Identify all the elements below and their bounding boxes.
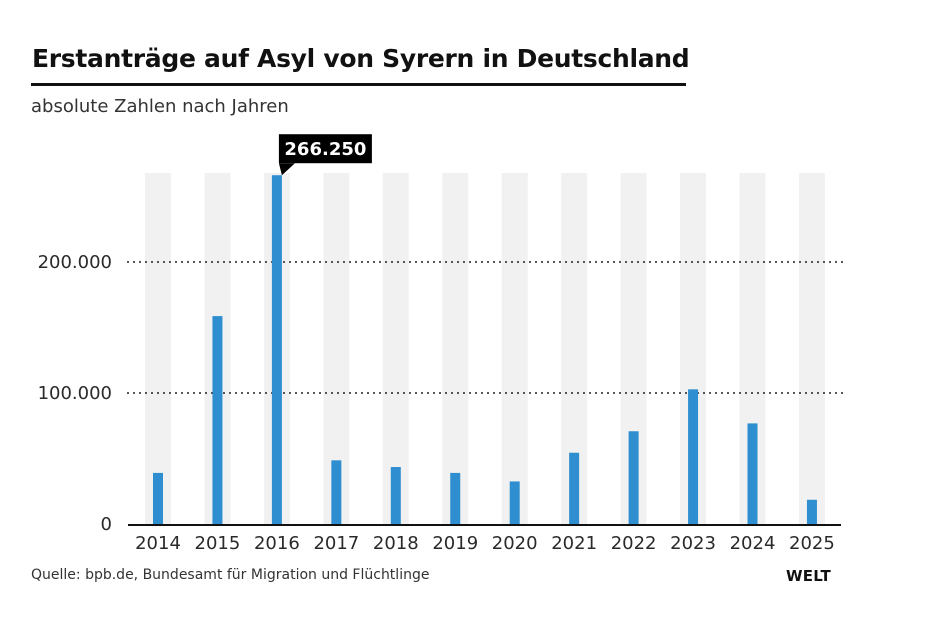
bar-2018 [390, 467, 401, 524]
bar-2019 [450, 472, 461, 524]
x-tick-label: 2020 [492, 533, 538, 554]
bar-2020 [509, 481, 520, 524]
x-tick-label: 2019 [432, 533, 478, 554]
y-axis-ticks: 0 100.000 200.000 [38, 252, 112, 535]
x-tick-label: 2015 [195, 533, 241, 554]
x-tick-label: 2024 [730, 533, 776, 554]
y-tick-label: 0 [101, 514, 112, 535]
annotation-pointer [278, 163, 295, 176]
chart-title: Erstanträge auf Asyl von Syrern in Deuts… [32, 44, 690, 73]
x-tick-label: 2016 [254, 533, 300, 554]
bar-2017 [331, 460, 342, 524]
annotation-box [278, 134, 372, 164]
column-band [798, 173, 825, 524]
x-tick-label: 2018 [373, 533, 419, 554]
bar-2016 [271, 175, 282, 524]
x-tick-label: 2022 [611, 533, 657, 554]
y-tick-label: 200.000 [38, 252, 112, 273]
source-note: Quelle: bpb.de, Bundesamt für Migration … [31, 567, 430, 583]
column-band [382, 173, 409, 524]
welt-logo: WELT [786, 567, 831, 585]
annotation-label: 266.250 [284, 139, 366, 160]
annotations: 266.250 [278, 134, 372, 176]
column-bands [145, 173, 825, 524]
y-tick-label: 100.000 [38, 383, 112, 404]
bar-2021 [569, 452, 580, 524]
bar-2025 [806, 499, 817, 524]
bar-2022 [628, 431, 639, 524]
chart-subtitle: absolute Zahlen nach Jahren [31, 96, 289, 117]
x-tick-label: 2025 [789, 533, 835, 554]
bar-2024 [747, 423, 758, 524]
bars [153, 175, 817, 524]
column-band [501, 173, 528, 524]
x-axis-ticks: 2014 2015 2016 2017 2018 2019 2020 2021 2022 2023… [135, 533, 835, 554]
x-tick-label: 2017 [313, 533, 359, 554]
x-tick-label: 2014 [135, 533, 181, 554]
x-tick-label: 2023 [670, 533, 716, 554]
x-tick-label: 2021 [551, 533, 597, 554]
bar-2023 [688, 389, 699, 524]
title-divider [31, 83, 686, 86]
bar-2015 [212, 316, 223, 524]
column-band [145, 173, 171, 524]
column-band [442, 173, 469, 524]
bar-2014 [153, 472, 163, 524]
gridlines [127, 261, 844, 394]
